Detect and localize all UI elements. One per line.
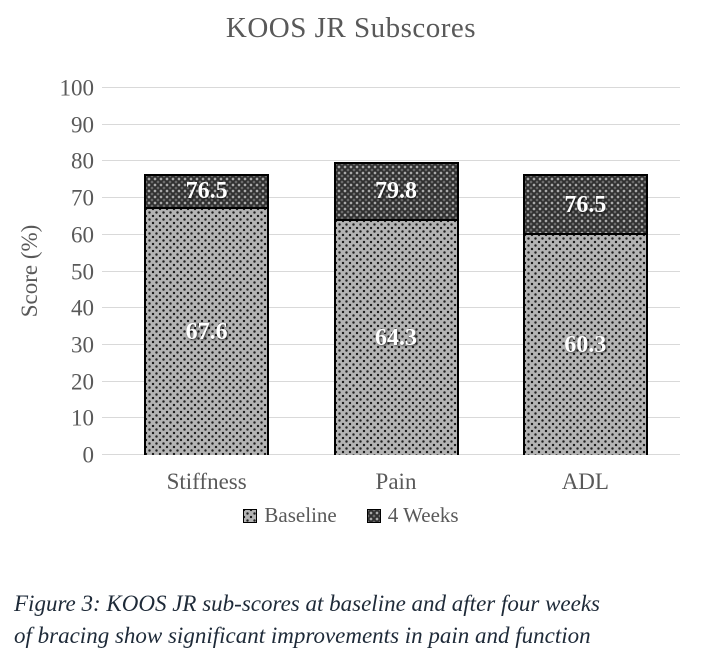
y-tick <box>102 343 112 345</box>
segment-4-weeks-adl: 76.5 <box>524 176 646 236</box>
bar-adl: 76.5 60.3 <box>522 174 648 455</box>
y-tick <box>102 233 112 235</box>
segment-4-weeks-pain: 79.8 <box>335 164 457 221</box>
y-tick <box>102 197 112 199</box>
y-tick <box>102 307 112 309</box>
y-tick-label: 50 <box>71 259 94 284</box>
data-label-4-weeks: 76.5 <box>564 191 607 218</box>
legend-swatch-baseline <box>243 508 258 523</box>
bar-stiffness: 76.5 67.6 <box>144 174 270 455</box>
y-tick-label: 100 <box>59 75 95 101</box>
y-tick-label: 70 <box>71 185 94 211</box>
y-tick-label: 60 <box>71 222 94 248</box>
x-tick-label-adl: ADL <box>561 469 609 494</box>
bar-pain: 79.8 64.3 <box>333 162 459 455</box>
chart-title: KOOS JR Subscores <box>225 12 477 44</box>
y-tick <box>102 123 112 125</box>
y-tick-label: 30 <box>71 332 94 358</box>
y-tick <box>102 380 112 382</box>
plot-area: 0 10 20 30 40 50 60 70 80 90 100 76.5 67.6 Stiffness 7… <box>60 77 680 494</box>
y-axis-title: Score (%) <box>17 224 42 318</box>
legend-label-baseline: Baseline <box>264 503 337 527</box>
legend-swatch-4-weeks <box>366 508 381 523</box>
x-tick-label-stiffness: Stiffness <box>166 469 247 494</box>
legend-item-4-weeks: 4 Weeks <box>366 503 459 527</box>
caption-line-2: of bracing show significant improvements… <box>14 623 591 649</box>
segment-4-weeks-stiffness: 76.5 <box>146 176 268 209</box>
y-tick-label: 10 <box>71 405 94 431</box>
y-tick-label: 20 <box>71 369 94 395</box>
legend-item-baseline: Baseline <box>243 503 337 527</box>
legend-label-4-weeks: 4 Weeks <box>387 503 459 527</box>
y-tick <box>102 417 112 419</box>
y-tick <box>102 160 112 162</box>
figure-caption: Figure 3: KOOS JR sub-scores at baseline… <box>14 588 694 652</box>
gridline <box>112 87 680 88</box>
data-label-baseline: 64.3 <box>375 324 417 351</box>
gridline <box>112 160 680 162</box>
y-tick <box>102 270 112 272</box>
gridline <box>112 123 680 125</box>
segment-baseline-pain: 64.3 <box>335 220 457 455</box>
y-tick <box>102 454 112 455</box>
data-label-4-weeks: 76.5 <box>185 178 228 205</box>
y-tick-label: 90 <box>71 112 94 138</box>
data-label-baseline: 67.6 <box>185 318 228 345</box>
y-tick <box>102 87 112 88</box>
y-tick-label: 40 <box>71 295 94 321</box>
data-label-4-weeks: 79.8 <box>375 178 417 205</box>
caption-line-1: Figure 3: KOOS JR sub-scores at baseline… <box>14 591 600 616</box>
segment-baseline-adl: 60.3 <box>524 235 646 455</box>
x-tick-label-pain: Pain <box>375 469 417 494</box>
y-tick-label: 80 <box>71 148 94 174</box>
data-label-baseline: 60.3 <box>564 332 607 359</box>
y-tick-label: 0 <box>82 442 95 468</box>
legend: Baseline 4 Weeks <box>0 505 702 526</box>
segment-baseline-stiffness: 67.6 <box>146 208 268 455</box>
